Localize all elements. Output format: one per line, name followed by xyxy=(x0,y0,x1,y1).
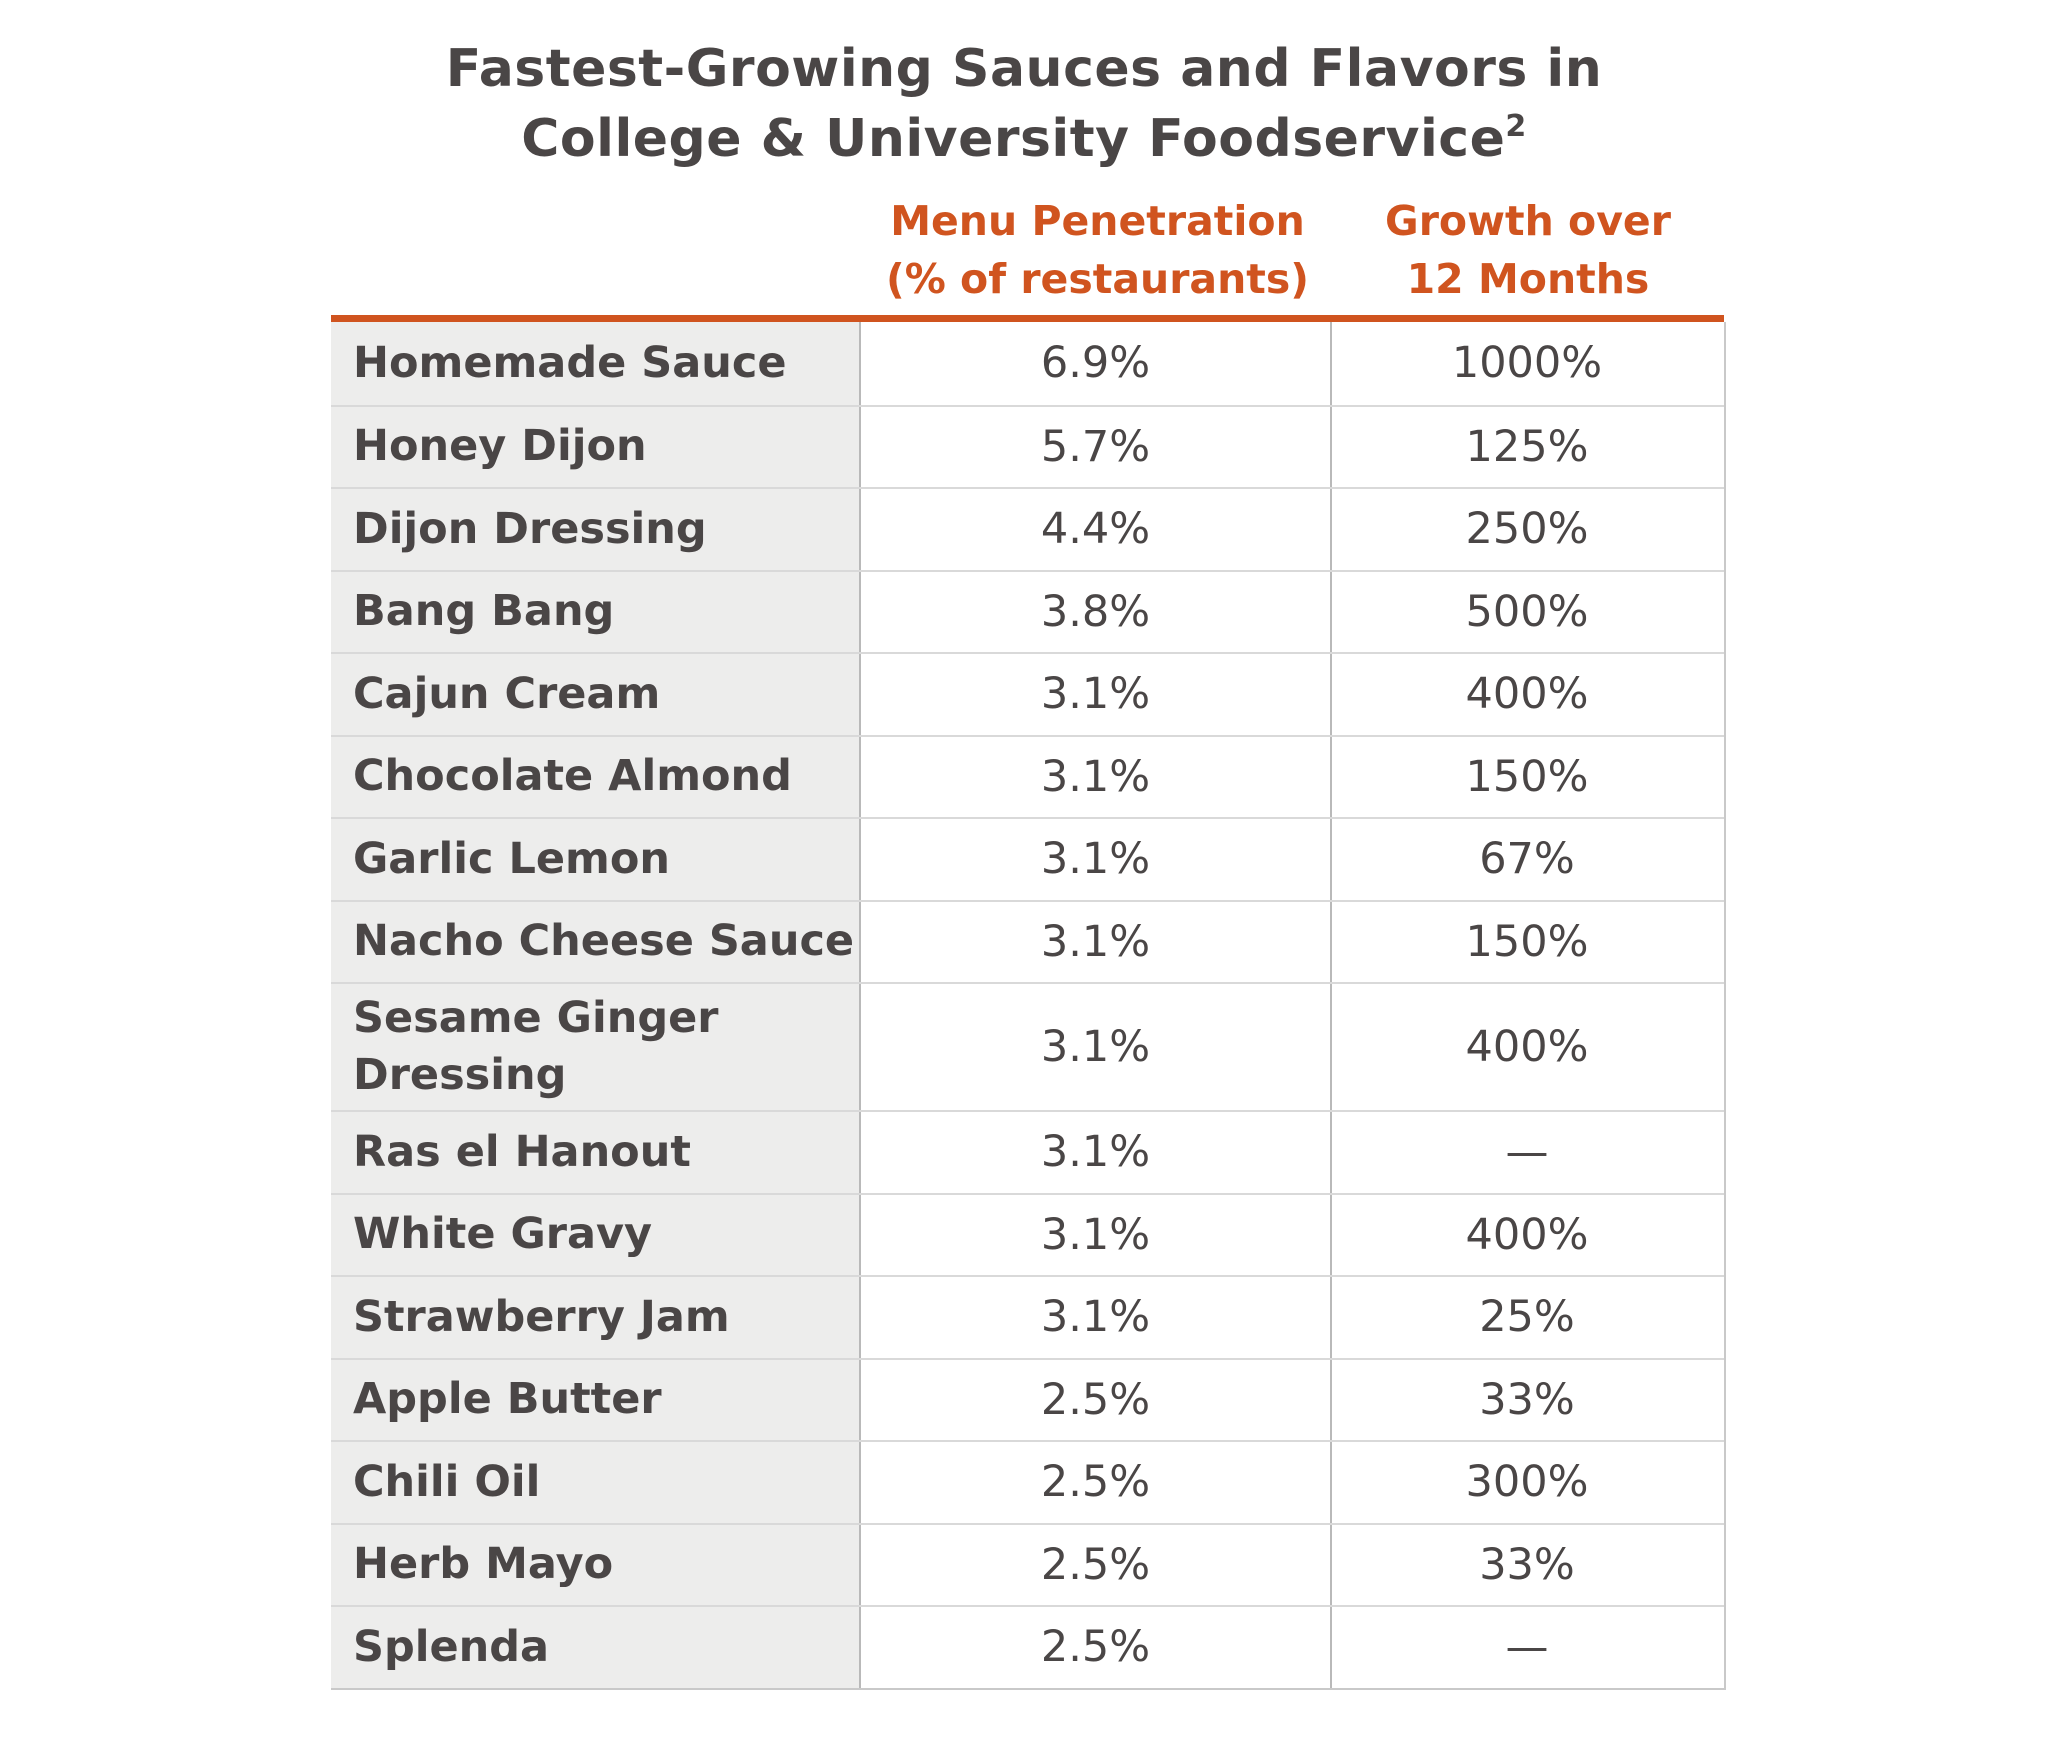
penetration-value: 2.5% xyxy=(861,1359,1332,1440)
growth-value: 400% xyxy=(1465,1209,1589,1260)
table-row: Honey Dijon 5.7% 125% xyxy=(331,404,1724,487)
title-line-1: Fastest-Growing Sauces and Flavors in xyxy=(445,39,1603,99)
title-line-2-text: College & University Foodservice xyxy=(521,109,1506,169)
row-label: Sesame Ginger Dressing xyxy=(331,984,861,1110)
table-body: Homemade Sauce 6.9% 1000% Honey Dijon 5.7% 12… xyxy=(331,322,1726,1690)
growth-value: 25% xyxy=(1479,1292,1575,1343)
penetration-value: 3.1% xyxy=(861,654,1332,735)
chart-title: Fastest-Growing Sauces and Flavors in Co… xyxy=(0,34,2048,174)
row-label: Strawberry Jam xyxy=(331,1277,861,1358)
growth-value: 125% xyxy=(1465,421,1589,472)
growth-value: 1000% xyxy=(1451,338,1603,389)
table-row: Dijon Dressing 4.4% 250% xyxy=(331,487,1724,570)
row-label: Cajun Cream xyxy=(331,654,861,735)
title-footnote-marker: 2 xyxy=(1505,109,1527,144)
table-row: Herb Mayo 2.5% 33% xyxy=(331,1522,1724,1605)
table-row: Garlic Lemon 3.1% 67% xyxy=(331,817,1724,900)
penetration-value: 6.9% xyxy=(861,322,1332,405)
penetration-value: 2.5% xyxy=(861,1442,1332,1523)
header-rule xyxy=(331,315,1724,322)
row-label: Chili Oil xyxy=(331,1442,861,1523)
row-label: Garlic Lemon xyxy=(331,819,861,900)
row-label: Honey Dijon xyxy=(331,406,861,487)
penetration-value: 4.4% xyxy=(861,489,1332,570)
growth-value: 250% xyxy=(1465,504,1589,555)
table-row: Nacho Cheese Sauce 3.1% 150% xyxy=(331,899,1724,982)
table-row: Homemade Sauce 6.9% 1000% xyxy=(331,322,1724,405)
penetration-value: 3.8% xyxy=(861,571,1332,652)
row-label: Bang Bang xyxy=(331,571,861,652)
row-label: Ras el Hanout xyxy=(331,1112,861,1193)
penetration-value: 3.1% xyxy=(861,1112,1332,1193)
table-row: Ras el Hanout 3.1% — xyxy=(331,1110,1724,1193)
penetration-value: 2.5% xyxy=(861,1524,1332,1605)
penetration-value: 3.1% xyxy=(861,736,1332,817)
growth-value: 300% xyxy=(1465,1457,1589,1508)
table-row: Strawberry Jam 3.1% 25% xyxy=(331,1275,1724,1358)
penetration-value: 3.1% xyxy=(861,1277,1332,1358)
penetration-value: 5.7% xyxy=(861,406,1332,487)
column-header-penetration: Menu Penetration (% of restaurants) xyxy=(885,197,1310,303)
table-row: Cajun Cream 3.1% 400% xyxy=(331,652,1724,735)
row-label: Herb Mayo xyxy=(331,1524,861,1605)
table-row: Chocolate Almond 3.1% 150% xyxy=(331,734,1724,817)
growth-value: 400% xyxy=(1465,669,1589,720)
penetration-value: 3.1% xyxy=(861,819,1332,900)
row-label: Dijon Dressing xyxy=(331,489,861,570)
growth-value: — xyxy=(1505,1622,1549,1673)
row-label: Homemade Sauce xyxy=(331,322,861,405)
table-row: Bang Bang 3.8% 500% xyxy=(331,569,1724,652)
growth-value: 500% xyxy=(1465,586,1589,637)
table-row: Apple Butter 2.5% 33% xyxy=(331,1357,1724,1440)
penetration-value: 3.1% xyxy=(861,901,1332,982)
table-row: Splenda 2.5% — xyxy=(331,1605,1724,1688)
column-header-growth: Growth over 12 Months xyxy=(1385,197,1671,303)
title-line-2: College & University Foodservice2 xyxy=(0,104,2048,174)
table-row: Chili Oil 2.5% 300% xyxy=(331,1440,1724,1523)
growth-value: 67% xyxy=(1479,834,1575,885)
row-label: Chocolate Almond xyxy=(331,736,861,817)
penetration-value: 3.1% xyxy=(861,984,1332,1110)
growth-value: 33% xyxy=(1479,1539,1575,1590)
penetration-value: 3.1% xyxy=(861,1194,1332,1275)
penetration-value: 2.5% xyxy=(861,1607,1332,1688)
growth-value: 400% xyxy=(1465,1022,1589,1072)
table-row: White Gravy 3.1% 400% xyxy=(331,1192,1724,1275)
row-label: White Gravy xyxy=(331,1194,861,1275)
growth-value: 150% xyxy=(1465,751,1589,802)
table-row: Sesame Ginger Dressing 3.1% 400% xyxy=(331,982,1724,1110)
growth-value: 33% xyxy=(1479,1374,1575,1425)
row-label: Splenda xyxy=(331,1607,861,1688)
growth-value: 150% xyxy=(1465,916,1589,967)
row-label: Apple Butter xyxy=(331,1359,861,1440)
row-label: Nacho Cheese Sauce xyxy=(331,901,861,982)
growth-value: — xyxy=(1505,1127,1549,1178)
